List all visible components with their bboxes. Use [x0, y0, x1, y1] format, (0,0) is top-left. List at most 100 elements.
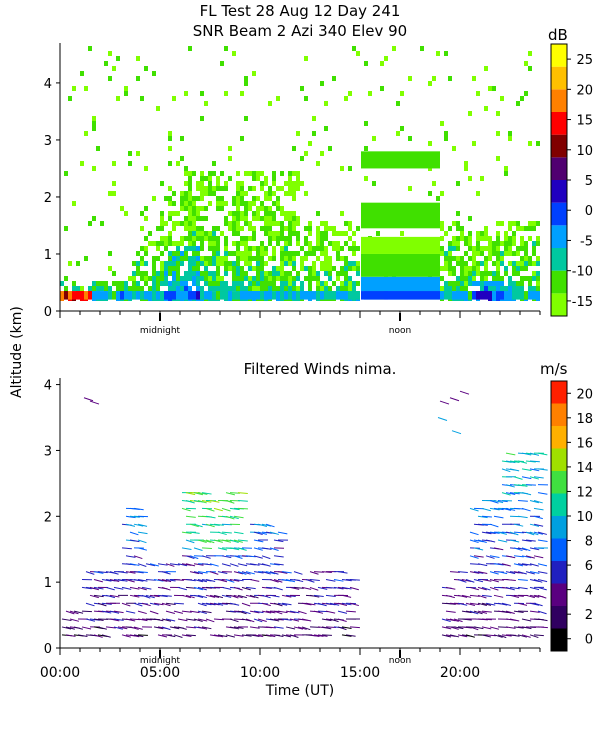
snr-cell [160, 241, 164, 246]
snr-cell [508, 276, 512, 281]
snr-cell [400, 126, 404, 131]
snr-cell [268, 101, 272, 106]
winds-ytick-label: 4 [44, 379, 52, 394]
snr-cell [196, 211, 200, 216]
snr-cell [308, 271, 312, 276]
snr-cell [440, 246, 444, 251]
snr-cell [168, 256, 172, 261]
snr-cell [408, 136, 412, 141]
snr-cell [336, 241, 340, 246]
wind-barb [521, 452, 532, 456]
wind-barb [169, 563, 180, 566]
wind-barb [441, 626, 452, 630]
snr-cell [280, 271, 284, 276]
snr-cell [340, 281, 344, 286]
snr-cell [260, 271, 264, 276]
snr-cell [184, 236, 188, 241]
snr-cell [136, 151, 140, 156]
snr-cell [504, 166, 508, 171]
snr-cell [236, 271, 240, 276]
snr-cell [328, 226, 332, 231]
snr-cell [192, 241, 196, 246]
wind-barb [237, 547, 247, 551]
wind-barb [177, 563, 188, 567]
wind-colorbar-tick-label: 18 [576, 412, 593, 427]
wind-barb [313, 634, 324, 637]
snr-cell [192, 171, 196, 176]
snr-cell [216, 206, 220, 211]
snr-cell [248, 261, 252, 266]
snr-cell [500, 241, 504, 246]
snr-cell [448, 226, 452, 231]
snr-cell [112, 181, 116, 186]
wind-barb [237, 563, 248, 567]
wind-barb [485, 539, 496, 543]
snr-cell [440, 191, 444, 196]
snr-cell [172, 201, 176, 206]
wind-barb [341, 586, 352, 590]
snr-cell [484, 286, 488, 291]
wind-barb [489, 555, 500, 558]
wind-barb [469, 586, 479, 591]
winds-time-marker [159, 650, 161, 658]
snr-cell [72, 281, 76, 286]
snr-cell [144, 166, 148, 171]
wind-barb [533, 476, 544, 479]
snr-cell [308, 291, 312, 300]
snr-cell [468, 281, 472, 286]
snr-cell [288, 251, 292, 256]
wind-barb [281, 618, 292, 621]
snr-cell [172, 266, 176, 271]
snr-cell [136, 281, 140, 286]
snr-cell [288, 281, 292, 286]
snr-cell [264, 176, 268, 181]
snr-cell [196, 206, 200, 211]
snr-cell [164, 271, 168, 276]
snr-cell [476, 271, 480, 276]
chart-title-line1: FL Test 28 Aug 12 Day 241 [199, 2, 401, 20]
wind-barb [161, 626, 171, 631]
wind-barb [193, 523, 203, 528]
snr-cell [268, 211, 272, 216]
snr-cell [184, 251, 188, 256]
wind-barb [117, 571, 128, 574]
snr-cell [508, 251, 512, 256]
snr-cell [212, 261, 216, 266]
wind-barb [193, 586, 203, 591]
snr-cell [252, 176, 256, 181]
wind-barb [193, 563, 204, 566]
wind-barb [85, 602, 95, 607]
snr-cell [204, 101, 208, 106]
snr-cell [140, 246, 144, 251]
snr-cell [320, 261, 324, 266]
snr-cell [92, 291, 96, 300]
snr-cell [88, 46, 92, 51]
wind-barb [261, 555, 271, 560]
snr-cell [444, 136, 448, 141]
snr-cell [444, 231, 448, 236]
wind-barb [517, 634, 527, 638]
snr-colorbar-segment [551, 180, 567, 203]
snr-cell [484, 261, 488, 266]
wind-barb [289, 618, 300, 622]
snr-cell [460, 226, 464, 231]
snr-cell [300, 181, 304, 186]
snr-cell [288, 271, 292, 276]
snr-cell [496, 241, 500, 246]
snr-cell [348, 266, 352, 271]
snr-cell [512, 271, 516, 276]
snr-cell [132, 271, 136, 276]
wind-barb [229, 618, 239, 623]
snr-cell [136, 286, 140, 291]
wind-barb [297, 610, 307, 615]
snr-cell [496, 111, 500, 116]
wind-barb [273, 586, 283, 591]
snr-cell [148, 231, 152, 236]
wind-barb [161, 602, 171, 607]
snr-cell [504, 246, 508, 251]
snr-cell [352, 246, 356, 251]
snr-cell [244, 201, 248, 206]
wind-barb [529, 460, 540, 463]
wind-colorbar-segment [551, 516, 567, 539]
snr-cell [516, 221, 520, 226]
